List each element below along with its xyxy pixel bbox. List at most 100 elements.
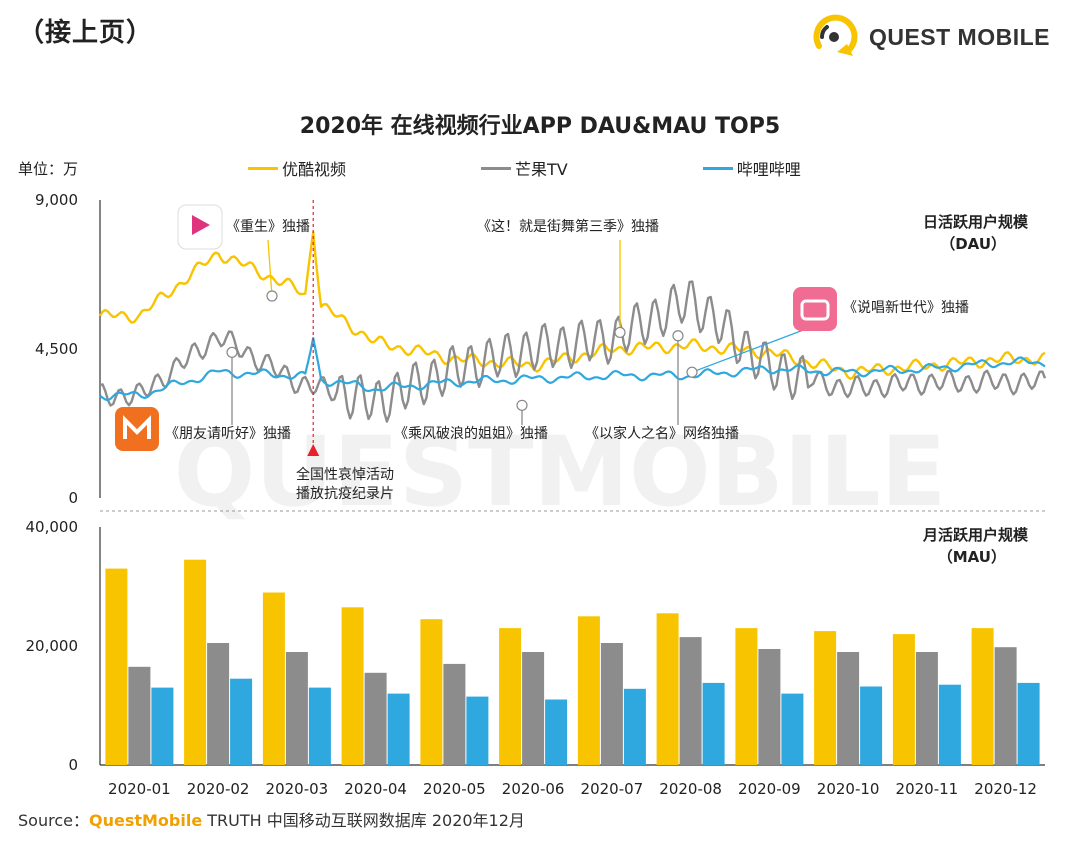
mau-bar-bilibili xyxy=(466,696,489,765)
mau-bar-mango xyxy=(285,652,308,765)
mau-bar-mango xyxy=(600,643,623,765)
legend-swatch-youku xyxy=(248,166,278,170)
mau-bar-youku xyxy=(735,628,758,765)
legend-item-youku: 优酷视频 xyxy=(248,156,346,180)
mourning-marker-triangle xyxy=(307,444,320,456)
bilibili-app-icon-bg xyxy=(793,287,837,331)
mau-bar-youku xyxy=(184,559,207,765)
mau-bar-bilibili xyxy=(151,687,174,765)
mango-app-icon xyxy=(115,407,159,451)
annotation-shuochang-text: 《说唱新世代》独播 xyxy=(843,300,969,316)
mau-bar-bilibili xyxy=(702,682,725,765)
legend-item-bilibili: 哔哩哔哩 xyxy=(702,156,801,180)
legend-label-mango: 芒果TV xyxy=(515,160,568,179)
x-tick-label: 2020-11 xyxy=(896,780,959,798)
mau-y-tick-label: 20,000 xyxy=(26,637,79,655)
mau-bar-mango xyxy=(443,663,466,765)
mau-panel-unit: （MAU） xyxy=(938,548,1006,566)
dau-y-tick-label: 4,500 xyxy=(35,340,78,358)
mau-bar-bilibili xyxy=(860,686,883,765)
mau-bar-mango xyxy=(758,649,781,765)
annotation-mourning-line1: 全国性哀悼活动 xyxy=(296,466,394,483)
mau-bar-mango xyxy=(915,652,938,765)
x-tick-label: 2020-06 xyxy=(502,780,565,798)
mau-bar-bilibili xyxy=(230,678,253,765)
mau-panel-label: 月活跃用户规模 xyxy=(922,526,1029,544)
mau-bar-mango xyxy=(837,652,860,765)
mau-bar-youku xyxy=(892,634,915,765)
x-tick-label: 2020-12 xyxy=(974,780,1037,798)
mau-bar-bilibili xyxy=(938,684,961,765)
annotation-chengfeng-text: 《乘风破浪的姐姐》独播 xyxy=(394,426,548,442)
logo-text: QUEST MOBILE xyxy=(868,23,1050,50)
legend-item-mango: 芒果TV xyxy=(481,156,568,180)
annotation-jiewu-dot xyxy=(614,326,626,339)
annotation-mourning-line2: 播放抗疫纪录片 xyxy=(296,486,394,502)
mau-bar-bilibili xyxy=(623,688,646,765)
x-tick-label: 2020-04 xyxy=(344,780,407,798)
mau-bar-youku xyxy=(105,568,128,765)
source-brand: QuestMobile xyxy=(88,811,203,830)
annotation-chengfeng-dot xyxy=(516,399,528,411)
x-tick-label: 2020-03 xyxy=(266,780,329,798)
mau-bar-mango xyxy=(994,647,1017,765)
mau-bar-youku xyxy=(341,607,364,765)
annotation-chongsheng-leader xyxy=(267,239,273,297)
annotation-chongsheng-dot xyxy=(266,290,278,302)
mau-bar-mango xyxy=(128,666,151,765)
x-tick-label: 2020-09 xyxy=(738,780,801,798)
x-tick-label: 2020-02 xyxy=(187,780,250,798)
x-tick-label: 2020-08 xyxy=(659,780,722,798)
x-tick-label: 2020-05 xyxy=(423,780,486,798)
youku-play-icon xyxy=(192,215,210,235)
bilibili-app-icon xyxy=(793,287,837,331)
mau-bar-bilibili xyxy=(545,699,568,765)
x-tick-label: 2020-01 xyxy=(108,780,171,798)
annotation-jiaren-dot xyxy=(672,330,684,342)
dau-panel-unit: （DAU） xyxy=(940,235,1006,253)
x-tick-label: 2020-07 xyxy=(581,780,644,798)
mau-bar-bilibili xyxy=(1017,682,1040,765)
legend-label-bilibili: 哔哩哔哩 xyxy=(736,160,801,179)
annotation-pengyou-text: 《朋友请听好》独播 xyxy=(165,426,291,442)
questmobile-logo: QUEST MOBILE xyxy=(809,14,1050,60)
mau-bar-youku xyxy=(499,628,522,765)
legend: 优酷视频 芒果TV 哔哩哔哩 xyxy=(248,156,936,180)
legend-swatch-bilibili xyxy=(702,166,733,170)
watermark-text: QUESTMOBILE xyxy=(174,416,947,528)
mau-bar-mango xyxy=(364,672,387,765)
unit-label: 单位：万 xyxy=(18,160,79,178)
source-prefix: Source： xyxy=(18,811,89,830)
mau-bar-youku xyxy=(577,616,600,766)
mau-bar-mango xyxy=(679,637,702,765)
mau-bar-bilibili xyxy=(781,693,804,765)
dau-panel-label: 日活跃用户规模 xyxy=(923,213,1029,231)
bilibili-tv-icon xyxy=(800,299,830,321)
mango-m-icon xyxy=(123,415,151,439)
source-suffix: TRUTH 中国移动互联网数据库 2020年12月 xyxy=(202,811,525,830)
annotation-pengyou-dot xyxy=(226,346,238,358)
youku-icon-border xyxy=(177,204,223,250)
annotation-jiaren-text: 《以家人之名》网络独播 xyxy=(585,425,739,442)
mau-bar-youku xyxy=(814,631,837,765)
mau-bar-youku xyxy=(656,613,679,765)
mango-app-icon-bg xyxy=(115,407,159,451)
dau-y-tick-label: 9,000 xyxy=(35,191,78,209)
questmobile-logo-icon xyxy=(813,14,858,56)
dau-line-bilibili xyxy=(99,337,1046,402)
dau-line-mango xyxy=(99,280,1047,423)
mau-y-tick-label: 40,000 xyxy=(26,518,79,536)
chart-title: 2020年 在线视频行业APP DAU&MAU TOP5 xyxy=(299,114,781,139)
mau-bar-mango xyxy=(207,643,230,765)
annotation-shuochang-dot xyxy=(686,366,698,378)
mau-bar-bilibili xyxy=(387,693,410,765)
dau-y-tick-label: 0 xyxy=(68,489,78,507)
mau-y-tick-label: 0 xyxy=(68,756,78,774)
annotation-jiewu-text: 《这！就是街舞第三季》独播 xyxy=(477,218,659,235)
legend-swatch-mango xyxy=(481,166,512,170)
source-line: Source：QuestMobile TRUTH 中国移动互联网数据库 2020… xyxy=(18,807,525,831)
youku-app-icon xyxy=(177,204,223,250)
mau-bar-mango xyxy=(522,652,545,765)
mau-bar-youku xyxy=(262,592,285,765)
